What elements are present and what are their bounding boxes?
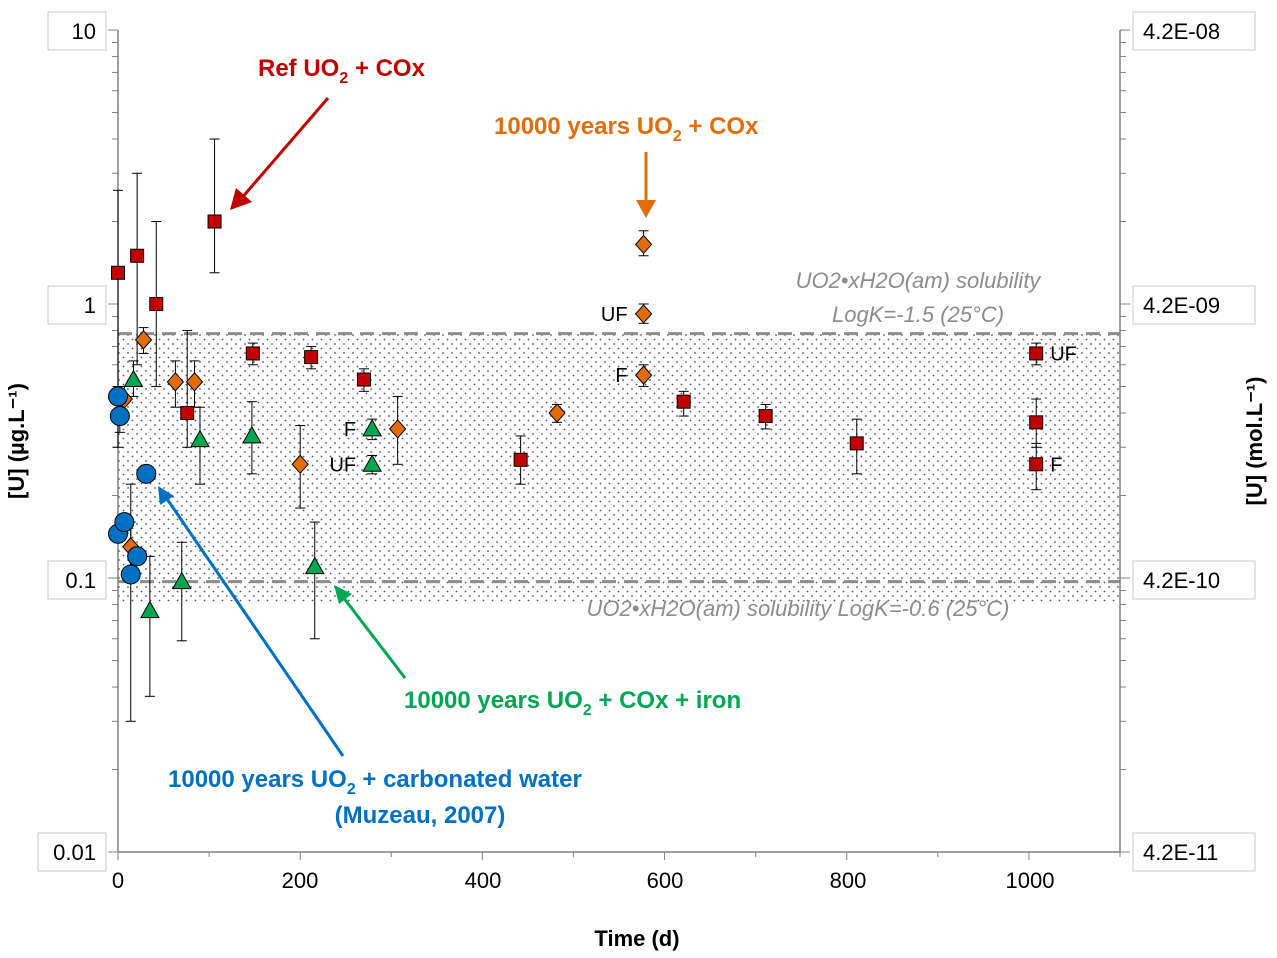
square-marker [245,346,260,361]
square-marker [304,350,319,365]
y-tick-label: 1 [84,293,96,318]
square-marker [513,452,528,467]
square-marker [1029,457,1044,472]
triangle-marker [362,418,382,437]
square-marker [130,248,145,263]
point-label: UF [1050,343,1077,365]
x-tick-label: 200 [282,868,319,893]
triangle-marker [190,429,210,448]
y-axis-title: [U] (µg.L⁻¹) [4,383,29,499]
square-marker [849,436,864,451]
diamond-marker [634,234,653,255]
axis-ticks [108,29,1130,860]
y2-axis-title: [U] (mol.L⁻¹) [1242,377,1267,506]
square-marker [356,372,371,387]
y2-tick-label: 4.2E-09 [1143,293,1220,318]
diamond-marker [185,372,204,392]
data-markers [108,214,1044,619]
point-label: UF [601,304,628,326]
circle-marker [127,546,148,567]
circle-marker [108,386,128,407]
x-tick-label: 600 [647,868,684,893]
x-axis-title: Time (d) [594,926,679,951]
y2-tick-label: 4.2E-11 [1143,840,1218,865]
diamond-marker [388,419,407,439]
point-label: F [344,419,356,441]
annotation-iron: 10000 years UO2 + COx + iron [404,687,741,719]
x-tick-label: 0 [112,868,124,893]
diamond-marker [291,454,309,475]
y-tick-label: 0.1 [65,568,96,593]
annotation-ref: Ref UO2 + COx [258,55,426,87]
y-tick-label: 0.01 [53,840,96,865]
circle-marker [136,463,157,484]
triangle-marker [304,556,325,575]
square-marker [1029,415,1044,430]
point-label: F [615,365,627,387]
x-tick-label: 800 [830,868,867,893]
diamond-marker [548,403,566,423]
square-marker [758,409,773,424]
y-tick-label: 10 [72,19,96,44]
y2-tick-label: 4.2E-08 [1143,19,1220,44]
triangle-marker [242,425,262,444]
x-tick-label: 1000 [1006,868,1055,893]
circle-marker [114,512,135,533]
x-tick-label: 400 [465,868,502,893]
x-tick-labels: 0 200 400 600 800 1000 [112,868,1055,893]
diamond-marker [634,304,653,324]
annotation-cox: 10000 years UO2 + COx [494,113,759,145]
solubility-label-upper-1: UO2•xH2O(am) solubility [796,268,1043,293]
square-marker [1029,346,1044,361]
diamond-marker [166,372,185,392]
solubility-label-upper-2: LogK=-1.5 (25°C) [832,302,1004,327]
triangle-marker [171,571,192,590]
circle-marker [109,406,130,427]
solubility-band [118,333,1120,604]
point-label: UF [329,454,356,476]
point-label: F [1050,454,1062,476]
triangle-marker [123,369,144,388]
diamond-marker [134,330,153,350]
annotation-carb: 10000 years UO2 + carbonated water [168,766,582,798]
y2-tick-labels: 4.2E-08 4.2E-09 4.2E-10 4.2E-11 [1132,11,1256,872]
point-labels: UF F F UF UF F [329,304,1076,476]
y-tick-labels: 10 1 0.1 0.01 [37,11,107,872]
triangle-marker [362,454,382,472]
square-marker [111,265,125,280]
annotation-carb-source: (Muzeau, 2007) [335,802,506,829]
diamond-marker [634,365,653,385]
square-marker [207,214,222,229]
y2-tick-label: 4.2E-10 [1143,568,1220,593]
solubility-label-lower: UO2•xH2O(am) solubility LogK=-0.6 (25°C) [586,596,1009,621]
circle-marker [120,564,141,585]
square-marker [149,297,164,311]
annotation-arrows [158,97,656,757]
square-marker [676,394,691,409]
square-marker [180,406,195,421]
triangle-marker [140,600,160,619]
